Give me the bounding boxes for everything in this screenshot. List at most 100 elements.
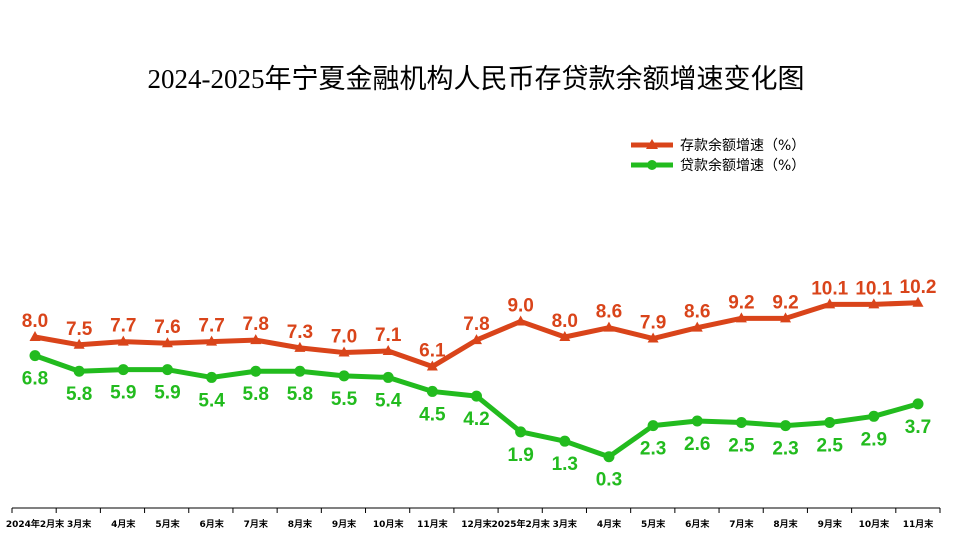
data-label: 9.2 — [728, 292, 754, 313]
data-point — [471, 334, 482, 345]
data-label: 1.9 — [507, 445, 533, 466]
data-label: 2.3 — [640, 439, 666, 460]
data-label: 5.4 — [198, 390, 225, 411]
data-label: 8.6 — [596, 302, 622, 323]
data-label: 7.5 — [66, 319, 93, 340]
data-point — [603, 451, 615, 463]
data-label: 7.7 — [110, 316, 136, 337]
data-label: 9.0 — [507, 295, 533, 316]
data-label: 5.9 — [154, 383, 180, 404]
data-label: 8.0 — [22, 311, 48, 332]
data-point — [382, 371, 394, 383]
data-point — [647, 332, 659, 343]
data-label: 5.4 — [375, 390, 402, 411]
x-tick-label: 6月末 — [199, 518, 224, 530]
data-point — [912, 398, 924, 410]
x-tick-label: 4月末 — [111, 518, 136, 530]
data-point — [559, 331, 571, 341]
legend-item-loan: 贷款余额增速（%） — [631, 157, 805, 174]
data-point — [471, 390, 482, 402]
data-point — [250, 334, 262, 345]
data-label: 10.2 — [900, 277, 937, 298]
data-label: 5.8 — [66, 384, 92, 405]
x-tick-label: 10月末 — [859, 518, 891, 530]
data-point — [338, 370, 350, 382]
data-point — [735, 312, 747, 323]
x-tick-label: 8月末 — [773, 518, 798, 530]
data-label: 5.8 — [287, 384, 313, 405]
chart-title: 2024-2025年宁夏金融机构人民币存贷款余额增速变化图 — [148, 64, 805, 94]
data-label: 9.2 — [772, 292, 798, 313]
data-label: 2.6 — [684, 434, 710, 455]
data-label: 10.1 — [855, 278, 892, 299]
data-point — [426, 360, 438, 371]
data-point — [691, 321, 703, 332]
data-point — [206, 335, 218, 346]
data-point — [780, 420, 792, 432]
data-label: 2.9 — [861, 429, 887, 450]
data-label: 4.5 — [419, 404, 446, 425]
data-point — [912, 296, 924, 307]
data-point — [691, 415, 703, 427]
data-point — [250, 365, 262, 377]
data-point — [824, 417, 836, 429]
x-tick-label: 11月末 — [903, 518, 935, 530]
data-label: 7.8 — [463, 314, 489, 335]
x-tick-label: 2025年2月末 — [491, 518, 550, 530]
series-deposit: 8.0 7.5 7.7 7.6 7.7 7.8 7.3 7.0 7.1 6.1 7.8 9.0 8.0 8… — [22, 277, 937, 371]
x-tick-label: 2024年2月末 — [6, 518, 65, 530]
data-point — [294, 341, 306, 352]
data-point — [647, 420, 659, 432]
data-point — [338, 346, 350, 357]
data-label: 10.1 — [811, 278, 848, 299]
data-point — [73, 338, 85, 349]
data-point — [382, 344, 394, 355]
data-point — [29, 331, 41, 341]
series-layer: 8.0 7.5 7.7 7.6 7.7 7.8 7.3 7.0 7.1 6.1 7.8 9.0 8.0 8… — [22, 277, 937, 491]
data-point — [294, 365, 306, 377]
data-point — [426, 385, 438, 397]
x-tick-label: 3月末 — [67, 518, 92, 530]
data-point — [603, 321, 615, 332]
data-label: 1.3 — [552, 454, 578, 475]
data-point — [117, 335, 129, 346]
data-label: 7.0 — [331, 327, 357, 348]
data-point — [29, 350, 41, 362]
legend-label-deposit: 存款余额增速（%） — [680, 137, 805, 154]
x-tick-label: 8月末 — [288, 518, 313, 530]
x-tick-label: 9月末 — [332, 518, 357, 530]
legend: 存款余额增速（%） 贷款余额增速（%） — [631, 137, 805, 174]
x-tick-label: 7月末 — [244, 518, 269, 530]
data-point — [117, 364, 129, 376]
data-point — [868, 298, 880, 309]
data-point — [515, 315, 527, 326]
data-label: 5.8 — [243, 384, 269, 405]
data-point — [161, 337, 173, 348]
data-label: 7.1 — [375, 325, 402, 346]
data-label: 7.8 — [243, 314, 269, 335]
data-label: 3.7 — [905, 417, 931, 438]
x-tick-label: 4月末 — [597, 518, 622, 530]
x-tick-label: 12月末 — [461, 518, 493, 530]
legend-label-loan: 贷款余额增速（%） — [680, 157, 805, 174]
legend-circle-marker — [647, 160, 657, 170]
data-label: 2.3 — [772, 439, 798, 460]
data-point — [515, 426, 527, 438]
x-tick-label: 3月末 — [553, 518, 578, 530]
x-tick-label: 5月末 — [155, 518, 180, 530]
x-tick-label: 10月末 — [373, 518, 405, 530]
data-point — [559, 435, 571, 447]
legend-triangle-marker — [646, 139, 658, 149]
data-label: 5.5 — [331, 389, 358, 410]
data-point — [161, 364, 173, 376]
legend-item-deposit: 存款余额增速（%） — [631, 137, 805, 154]
data-label: 2.5 — [816, 436, 843, 457]
x-tick-label: 6月末 — [685, 518, 710, 530]
data-point — [735, 417, 747, 429]
data-point — [206, 371, 218, 383]
data-label: 8.6 — [684, 302, 710, 323]
data-label: 7.3 — [287, 322, 313, 343]
data-point — [780, 312, 792, 323]
x-tick-label: 9月末 — [818, 518, 843, 530]
